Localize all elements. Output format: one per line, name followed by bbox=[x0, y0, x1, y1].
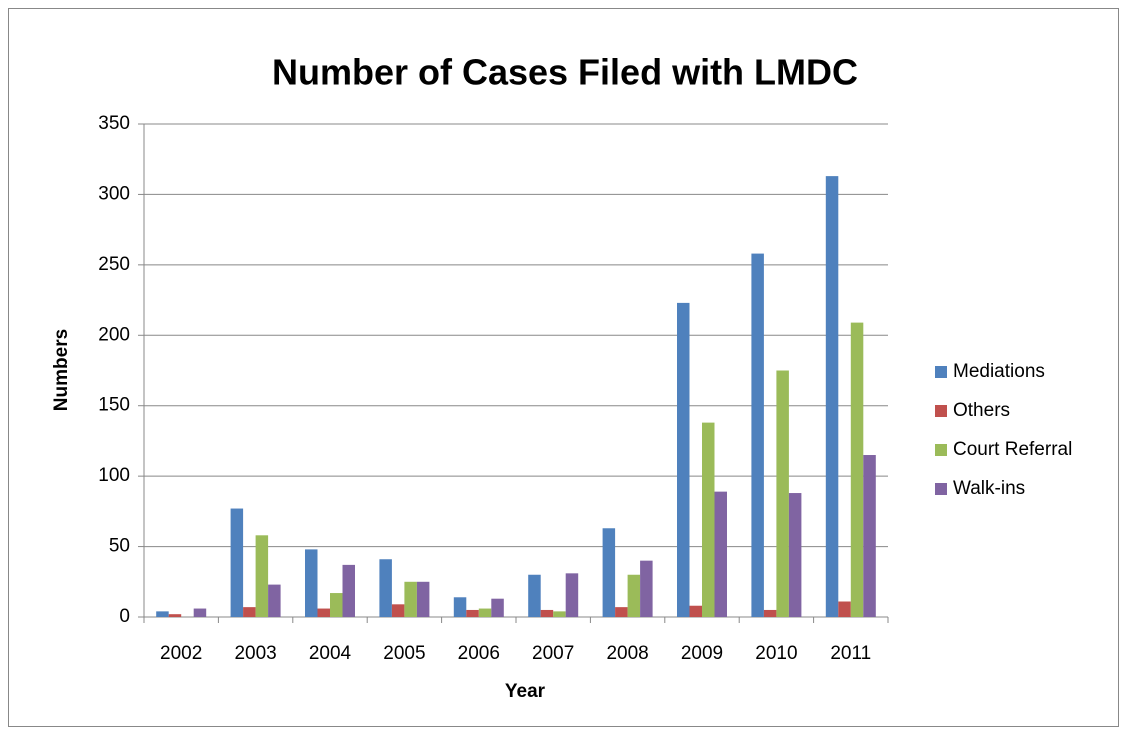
x-tick-label: 2011 bbox=[830, 643, 871, 664]
bar bbox=[863, 455, 876, 617]
bar bbox=[168, 614, 182, 617]
y-tick-label: 250 bbox=[98, 254, 130, 275]
bar bbox=[391, 604, 405, 617]
bar bbox=[763, 609, 777, 617]
y-axis-title: Numbers bbox=[51, 329, 72, 411]
x-tick-label: 2004 bbox=[309, 643, 352, 664]
bar bbox=[788, 493, 802, 617]
bar bbox=[255, 535, 269, 617]
bar bbox=[627, 574, 641, 617]
x-tick-label: 2005 bbox=[383, 643, 425, 664]
bar bbox=[850, 322, 864, 617]
legend-label: Mediations bbox=[953, 361, 1045, 382]
x-axis-title: Year bbox=[505, 681, 546, 702]
bar bbox=[230, 508, 244, 617]
bar bbox=[751, 253, 764, 618]
bar bbox=[714, 491, 727, 617]
bar bbox=[330, 593, 343, 617]
bar bbox=[156, 611, 169, 617]
bar bbox=[268, 584, 281, 617]
bar bbox=[528, 574, 541, 617]
y-tick-label: 350 bbox=[98, 113, 130, 134]
legend-swatch bbox=[935, 366, 947, 378]
bar bbox=[193, 608, 207, 617]
legend-label: Others bbox=[953, 400, 1010, 421]
bar bbox=[553, 611, 566, 617]
bar bbox=[404, 581, 417, 617]
y-tick-label: 300 bbox=[98, 183, 130, 204]
y-tick-label: 150 bbox=[98, 395, 130, 416]
bar bbox=[379, 559, 392, 617]
bar bbox=[615, 607, 628, 617]
bar bbox=[478, 608, 492, 617]
bar bbox=[702, 422, 715, 617]
x-tick-label: 2003 bbox=[234, 643, 276, 664]
x-tick-label: 2008 bbox=[606, 643, 648, 664]
bar bbox=[317, 608, 330, 617]
legend-swatch bbox=[935, 483, 947, 495]
legend-swatch bbox=[935, 405, 947, 417]
bar bbox=[466, 609, 479, 617]
bar bbox=[453, 597, 467, 617]
y-tick-label: 50 bbox=[109, 536, 130, 557]
bar bbox=[838, 601, 851, 617]
x-tick-label: 2009 bbox=[681, 643, 723, 664]
x-tick-label: 2007 bbox=[532, 643, 574, 664]
bar bbox=[491, 598, 504, 617]
x-tick-label: 2002 bbox=[160, 643, 202, 664]
chart-border bbox=[8, 8, 1119, 727]
bar bbox=[342, 564, 355, 617]
y-tick-label: 0 bbox=[119, 606, 130, 627]
legend-label: Walk-ins bbox=[953, 478, 1025, 499]
chart-title: Number of Cases Filed with LMDC bbox=[272, 52, 858, 93]
y-tick-label: 100 bbox=[98, 465, 130, 486]
bar bbox=[825, 176, 839, 618]
x-tick-label: 2010 bbox=[755, 643, 797, 664]
x-tick-label: 2006 bbox=[458, 643, 500, 664]
legend-swatch bbox=[935, 444, 947, 456]
bar bbox=[776, 370, 789, 617]
bar bbox=[416, 581, 430, 617]
legend-label: Court Referral bbox=[953, 439, 1072, 460]
bar bbox=[565, 573, 579, 617]
bar bbox=[677, 302, 690, 617]
bar bbox=[689, 605, 702, 617]
bar bbox=[305, 549, 318, 617]
bar bbox=[243, 607, 256, 617]
bar bbox=[540, 609, 554, 617]
bar bbox=[640, 560, 653, 617]
bar bbox=[602, 528, 616, 617]
y-tick-label: 200 bbox=[98, 324, 130, 345]
